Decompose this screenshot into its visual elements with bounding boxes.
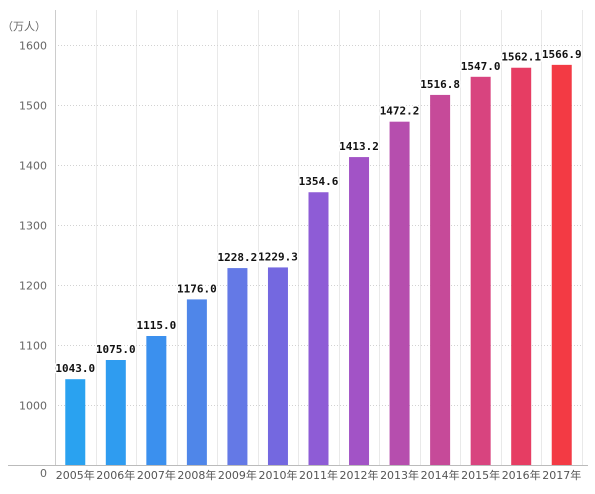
data-label: 1075.0 [96, 343, 136, 356]
bar [551, 64, 572, 466]
bar [227, 268, 248, 465]
bar [146, 336, 167, 465]
x-tick-label: 2006年 [96, 468, 135, 482]
y-tick-label: 1600 [19, 40, 47, 53]
y-tick-label: 1500 [19, 100, 47, 113]
data-label: 1472.2 [380, 105, 420, 118]
x-tick-label: 2010年 [258, 468, 297, 482]
x-tick-label: 2017年 [542, 468, 581, 482]
x-tick-label: 2009年 [218, 468, 257, 482]
x-tick-label: 2011年 [299, 468, 338, 482]
data-label: 1562.1 [501, 51, 541, 64]
x-tick-label: 2008年 [177, 468, 216, 482]
gridlines [55, 10, 583, 465]
data-label: 1566.9 [542, 48, 582, 61]
y-tick-label: 1300 [19, 220, 47, 233]
x-axis-ticks: 2005年 2006年 2007年 2008年 2009年 2010年 2011年 2012年… [56, 468, 581, 482]
y-axis-ticks: 1000 1100 1200 1300 1400 1500 1600 0 [19, 40, 47, 481]
y-tick-label-zero: 0 [40, 467, 47, 480]
y-tick-label: 1200 [19, 280, 47, 293]
data-label: 1229.3 [258, 250, 298, 263]
data-label: 1176.0 [177, 282, 217, 295]
x-tick-label: 2016年 [502, 468, 541, 482]
y-tick-label: 1000 [19, 400, 47, 413]
bar [186, 299, 207, 465]
x-tick-label: 2013年 [380, 468, 419, 482]
data-label: 1228.2 [218, 251, 258, 264]
data-label: 1413.2 [339, 140, 379, 153]
x-tick-label: 2015年 [461, 468, 500, 482]
bar [511, 67, 532, 466]
data-label: 1043.0 [55, 362, 95, 375]
data-label: 1547.0 [461, 60, 501, 73]
x-tick-label: 2005年 [56, 468, 95, 482]
bar [349, 157, 370, 465]
bar [470, 76, 491, 466]
y-tick-label: 1400 [19, 160, 47, 173]
bars [65, 64, 572, 466]
axes [8, 10, 588, 466]
bar [105, 360, 126, 465]
bar [308, 192, 329, 466]
x-tick-label: 2014年 [421, 468, 460, 482]
bar [389, 121, 410, 466]
bar [430, 94, 451, 466]
x-tick-label: 2012年 [340, 468, 379, 482]
unit-label: （万人） [2, 20, 46, 33]
bar [65, 379, 86, 465]
y-tick-label: 1100 [19, 340, 47, 353]
data-label: 1516.8 [420, 78, 460, 91]
data-label: 1115.0 [136, 319, 176, 332]
data-label: 1354.6 [299, 175, 339, 188]
x-tick-label: 2007年 [137, 468, 176, 482]
bar [267, 267, 288, 465]
